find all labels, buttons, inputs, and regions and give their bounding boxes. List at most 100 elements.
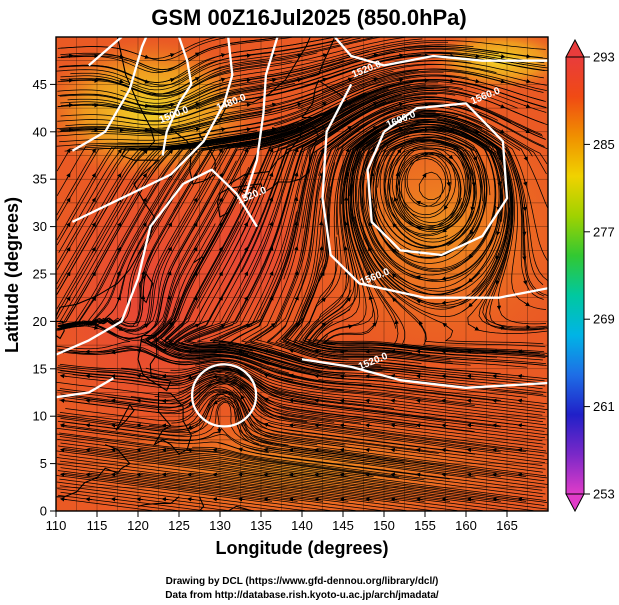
y-tick-label: 45 [33,77,47,92]
streamline-arrow [524,78,531,84]
streamline [57,393,318,446]
streamline [60,442,323,478]
lat-lon-grid [56,37,548,511]
streamline [268,396,548,436]
height-contour [301,358,548,389]
streamline-arrow [288,373,296,379]
streamline [56,475,331,511]
streamline [267,472,548,510]
streamline-arrow [415,398,423,403]
streamline [90,472,382,511]
streamline-arrow [85,497,93,502]
streamline-arrow [396,102,404,107]
streamline-arrow [66,172,71,180]
streamline-arrow [85,472,93,477]
streamline-arrow [339,472,347,477]
streamline [59,37,333,83]
streamline [60,424,269,454]
x-tick-label: 150 [373,518,395,533]
x-tick-label: 110 [46,518,67,533]
colorbar-bottom-arrow [565,493,585,513]
colorbar-tick-label: 293 [593,50,615,65]
streamline-arrow [345,296,352,303]
streamline [336,117,548,281]
x-tick-label: 125 [168,518,190,533]
streamline [268,422,548,461]
streamline [60,105,346,327]
streamline [59,70,419,143]
streamline-arrow [318,220,324,229]
wind-streamlines [56,37,548,511]
streamline-arrow [110,497,118,502]
streamline [91,64,497,135]
streamline [166,448,543,498]
streamline [57,463,349,502]
streamline [60,449,273,478]
streamline-arrow [212,497,220,502]
streamline [349,122,524,329]
x-tick-label: 115 [87,518,108,533]
streamline-arrow [288,423,296,428]
streamline [358,129,506,297]
streamline-arrow [263,447,271,453]
streamline-arrow [167,221,173,229]
streamline-arrow [390,423,398,428]
streamline [60,467,323,502]
streamline [163,85,463,348]
streamline-arrow [498,54,506,59]
streamline-arrow [368,295,374,303]
streamline-arrow [110,423,118,428]
streamline-arrow [473,103,480,109]
streamline-arrow [517,447,525,453]
coastline [193,256,205,264]
colorbar-tick-label: 269 [593,312,615,327]
streamline-arrow [244,102,252,108]
y-tick-label: 0 [40,504,47,519]
streamline [60,371,266,394]
streamline [95,37,381,95]
streamline-arrow [91,296,97,303]
streamline-arrow [293,220,299,229]
streamline-arrow [524,103,531,109]
streamline-arrow [269,127,277,132]
streamline-arrow [59,447,67,453]
streamline [242,472,534,511]
streamline [140,472,432,511]
streamline [57,367,395,409]
streamline [115,448,527,502]
streamline-arrow [473,78,481,84]
streamline-arrow [390,349,398,354]
streamline [293,448,545,482]
streamline [59,92,366,324]
streamline-arrow [368,221,373,229]
streamline-arrow [263,497,271,502]
x-tick-label: 160 [455,518,477,533]
streamline-arrow [212,374,220,379]
streamline-arrow [391,273,398,279]
streamline-arrow [141,270,146,278]
streamline [56,71,444,147]
streamline [65,389,445,467]
streamline-arrow [117,79,125,84]
streamline-arrow [416,299,423,304]
streamline-arrow [110,349,118,355]
streamline-arrow [447,78,455,84]
streamline-arrow [491,373,499,379]
streamline-arrow [466,472,474,477]
streamline-arrow [193,52,200,57]
streamline [247,408,546,464]
streamline-arrow [390,398,398,403]
height-contour [161,37,193,156]
streamline [57,391,370,451]
streamline-arrow [193,221,198,229]
chart-title: GSM 00Z16Jul2025 (850.0hPa) [151,5,467,30]
streamline-arrow [446,179,451,187]
streamline-arrow [396,148,402,155]
height-contour [56,377,114,399]
streamline-arrow [161,472,169,477]
streamline-arrow [517,373,525,379]
streamline-arrow [110,398,118,403]
streamline-arrow [288,398,296,403]
x-axis-label: Longitude (degrees) [215,538,388,558]
coastline [152,391,192,455]
